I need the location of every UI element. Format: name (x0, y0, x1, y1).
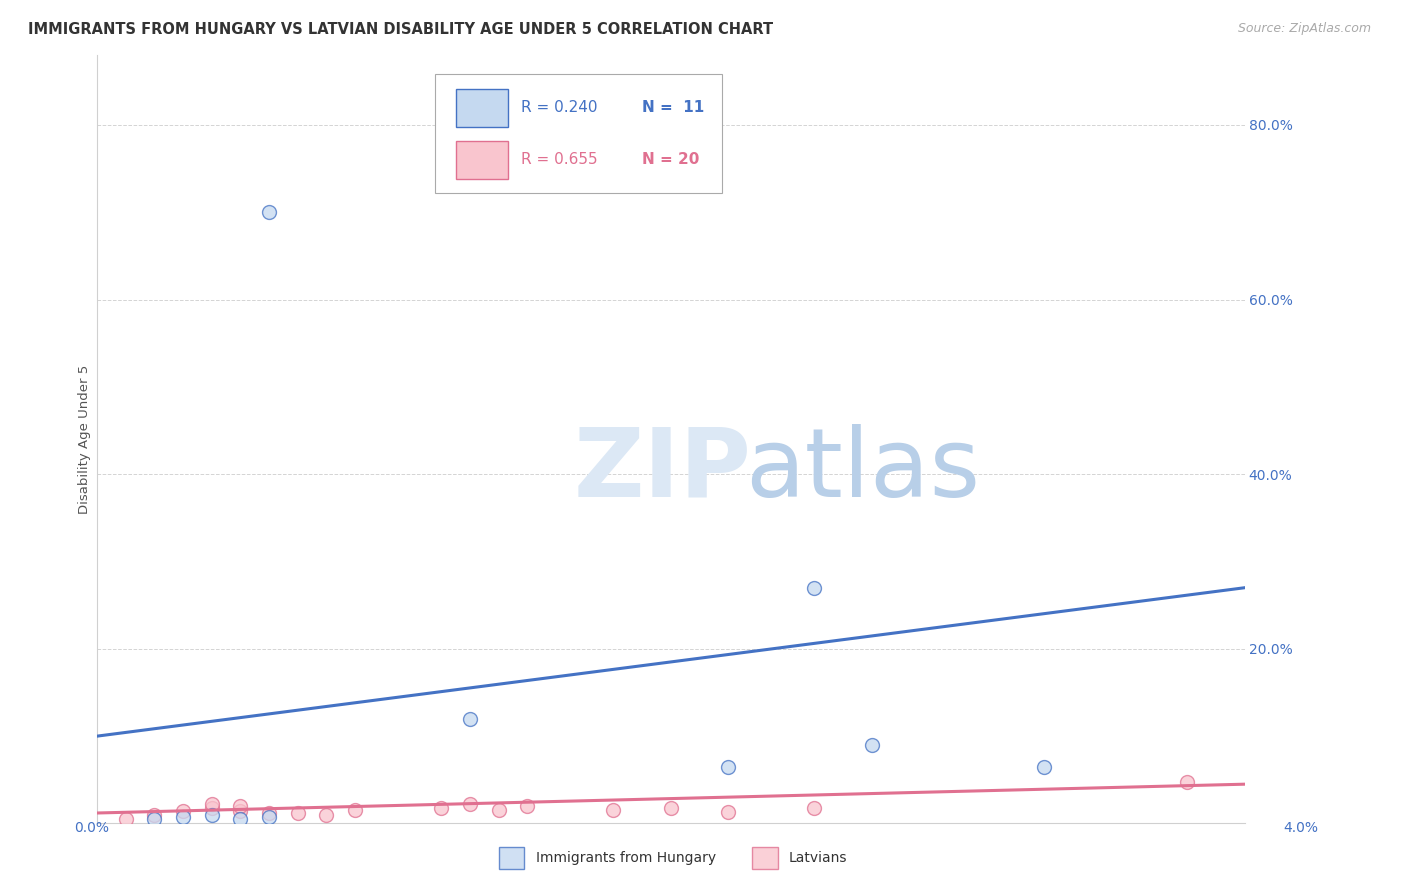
Text: Latvians: Latvians (789, 851, 848, 865)
Text: atlas: atlas (745, 424, 980, 516)
FancyBboxPatch shape (752, 847, 778, 869)
Point (229, 812, 252, 826)
Text: 4.0%: 4.0% (1284, 821, 1317, 835)
Point (803, 801, 825, 815)
Point (1032, 760, 1054, 774)
Point (488, 803, 510, 817)
Point (287, 805, 309, 820)
Text: 0.0%: 0.0% (75, 821, 108, 835)
Point (229, 799, 252, 814)
Point (114, 812, 136, 826)
Text: IMMIGRANTS FROM HUNGARY VS LATVIAN DISABILITY AGE UNDER 5 CORRELATION CHART: IMMIGRANTS FROM HUNGARY VS LATVIAN DISAB… (28, 22, 773, 37)
Point (602, 804, 624, 818)
Point (315, 807, 337, 822)
FancyBboxPatch shape (456, 141, 508, 179)
Point (516, 799, 538, 814)
FancyBboxPatch shape (436, 74, 723, 194)
Text: Immigrants from Hungary: Immigrants from Hungary (536, 851, 716, 865)
Point (200, 801, 222, 815)
Point (860, 738, 883, 752)
Text: ZIP: ZIP (574, 424, 751, 516)
FancyBboxPatch shape (499, 847, 524, 869)
Point (344, 803, 367, 817)
Point (172, 804, 194, 818)
Point (458, 712, 481, 726)
Point (172, 810, 194, 824)
Text: Source: ZipAtlas.com: Source: ZipAtlas.com (1237, 22, 1371, 36)
Text: N = 20: N = 20 (643, 153, 699, 168)
Point (659, 801, 682, 815)
Point (257, 805, 280, 820)
Point (200, 797, 222, 812)
Text: N =  11: N = 11 (643, 101, 704, 115)
Point (430, 801, 453, 815)
Point (1175, 774, 1198, 789)
FancyBboxPatch shape (456, 89, 508, 128)
Point (143, 807, 166, 822)
Y-axis label: Disability Age Under 5: Disability Age Under 5 (79, 365, 91, 514)
Point (717, 805, 740, 819)
Point (458, 797, 481, 812)
Point (717, 760, 740, 774)
Text: R = 0.655: R = 0.655 (522, 153, 598, 168)
Point (143, 812, 166, 826)
Text: R = 0.240: R = 0.240 (522, 101, 598, 115)
Point (200, 807, 222, 822)
Point (229, 804, 252, 818)
Point (257, 205, 280, 219)
Point (803, 581, 825, 595)
Point (257, 810, 280, 824)
